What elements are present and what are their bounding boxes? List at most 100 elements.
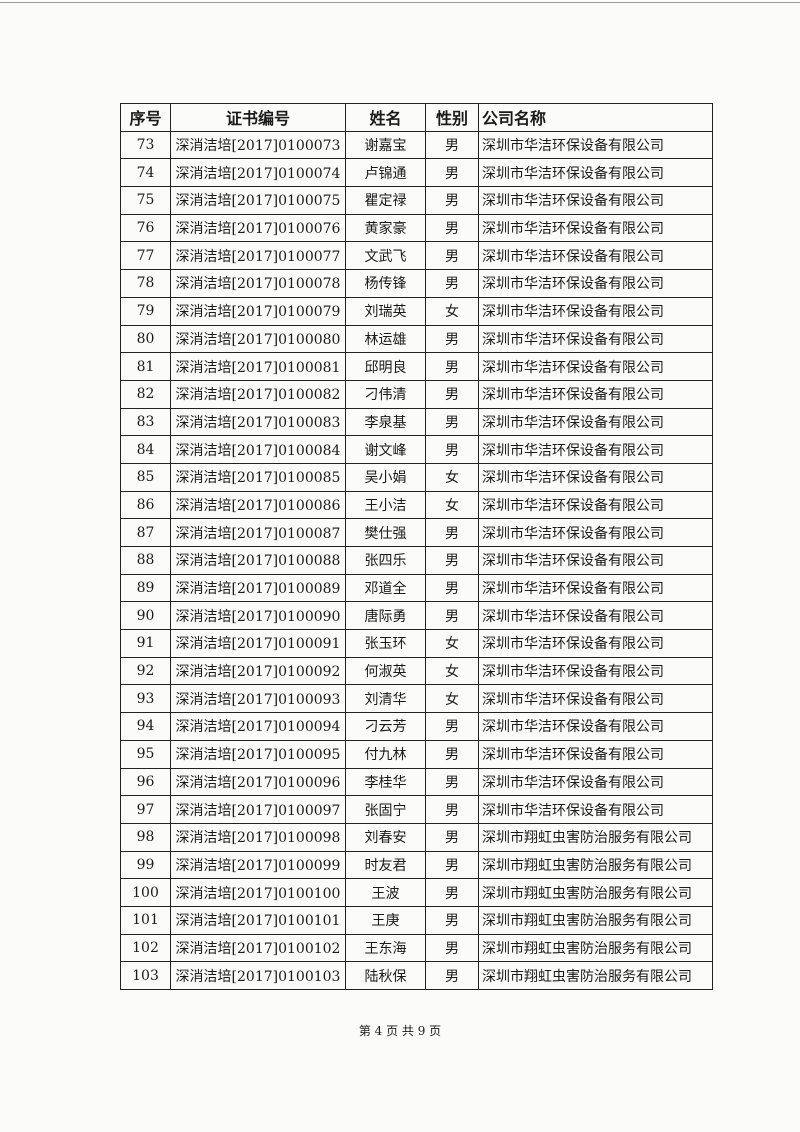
table-row: 87 深消洁培[2017]0100087 樊仕强男深圳市华洁环保设备有限公司: [120, 518, 713, 547]
cell-gender: 男: [425, 795, 479, 824]
cell-company: 深圳市华洁环保设备有限公司: [478, 324, 713, 354]
cell-index: 101: [120, 905, 171, 935]
cell-company: 深圳市华洁环保设备有限公司: [478, 795, 713, 824]
cell-gender: 男: [425, 850, 479, 880]
cell-certificate-number: 深消洁培[2017]0100094: [170, 712, 346, 741]
table-row: 97 深消洁培[2017]0100097 张固宁男深圳市华洁环保设备有限公司: [120, 795, 713, 824]
cell-gender: 男: [425, 379, 479, 409]
scan-edge-line: [0, 2, 800, 3]
cell-certificate-number: 深消洁培[2017]0100079: [170, 296, 346, 326]
cell-company: 深圳市翔虹虫害防治服务有限公司: [478, 878, 713, 907]
cell-index: 89: [120, 573, 171, 603]
cell-name: 张固宁: [345, 795, 426, 824]
cell-company: 深圳市华洁环保设备有限公司: [478, 130, 713, 160]
cell-name: 刘春安: [345, 822, 426, 852]
cell-name: 文武飞: [345, 241, 426, 271]
cell-index: 93: [120, 684, 171, 714]
cell-gender: 男: [425, 601, 479, 631]
cell-index: 79: [120, 296, 171, 326]
cell-company: 深圳市华洁环保设备有限公司: [478, 407, 713, 437]
table-row: 89 深消洁培[2017]0100089 邓道全男深圳市华洁环保设备有限公司: [120, 573, 713, 603]
cell-index: 84: [120, 435, 171, 464]
cell-index: 88: [120, 546, 171, 575]
cell-name: 李泉基: [345, 407, 426, 437]
cell-gender: 男: [425, 269, 479, 298]
cell-index: 96: [120, 767, 171, 797]
cell-gender: 男: [425, 878, 479, 907]
cell-gender: 男: [425, 352, 479, 381]
cell-gender: 男: [425, 739, 479, 769]
cell-company: 深圳市华洁环保设备有限公司: [478, 546, 713, 575]
cell-name: 刁伟清: [345, 379, 426, 409]
cell-index: 95: [120, 739, 171, 769]
cell-company: 深圳市华洁环保设备有限公司: [478, 656, 713, 686]
header-name: 姓名: [345, 103, 426, 132]
cell-index: 86: [120, 490, 171, 520]
cell-name: 谢文峰: [345, 435, 426, 464]
page-number: 第 4 页 共 9 页: [358, 1024, 442, 1038]
table-row: 84 深消洁培[2017]0100084 谢文峰男深圳市华洁环保设备有限公司: [120, 435, 713, 464]
cell-gender: 男: [425, 435, 479, 464]
table-row: 88 深消洁培[2017]0100088 张四乐男深圳市华洁环保设备有限公司: [120, 546, 713, 575]
cell-certificate-number: 深消洁培[2017]0100103: [170, 961, 346, 990]
header-company: 公司名称: [478, 103, 713, 132]
cell-index: 102: [120, 933, 171, 963]
table-row: 73 深消洁培[2017]0100073 谢嘉宝男深圳市华洁环保设备有限公司: [120, 130, 713, 160]
cell-certificate-number: 深消洁培[2017]0100097: [170, 795, 346, 824]
cell-name: 何淑英: [345, 656, 426, 686]
cell-company: 深圳市华洁环保设备有限公司: [478, 462, 713, 492]
cell-name: 陆秋保: [345, 961, 426, 990]
cell-certificate-number: 深消洁培[2017]0100100: [170, 878, 346, 907]
cell-index: 81: [120, 352, 171, 381]
cell-certificate-number: 深消洁培[2017]0100085: [170, 462, 346, 492]
cell-name: 谢嘉宝: [345, 130, 426, 160]
cell-company: 深圳市华洁环保设备有限公司: [478, 158, 713, 188]
table-row: 91 深消洁培[2017]0100091 张玉环女深圳市华洁环保设备有限公司: [120, 629, 713, 658]
cell-company: 深圳市华洁环保设备有限公司: [478, 213, 713, 243]
table-row: 83 深消洁培[2017]0100083 李泉基男深圳市华洁环保设备有限公司: [120, 407, 713, 437]
cell-certificate-number: 深消洁培[2017]0100101: [170, 905, 346, 935]
cell-company: 深圳市华洁环保设备有限公司: [478, 739, 713, 769]
cell-name: 刘清华: [345, 684, 426, 714]
cell-name: 樊仕强: [345, 518, 426, 547]
cell-gender: 男: [425, 573, 479, 603]
cell-name: 瞿定禄: [345, 186, 426, 215]
cell-certificate-number: 深消洁培[2017]0100098: [170, 822, 346, 852]
cell-name: 刘瑞英: [345, 296, 426, 326]
cell-gender: 男: [425, 324, 479, 354]
table-header-row: 序号 证书编号 姓名 性别 公司名称: [120, 103, 713, 132]
cell-name: 王波: [345, 878, 426, 907]
cell-index: 76: [120, 213, 171, 243]
cell-index: 80: [120, 324, 171, 354]
table-row: 101 深消洁培[2017]0100101 王庚男深圳市翔虹虫害防治服务有限公司: [120, 905, 713, 935]
cell-name: 王小洁: [345, 490, 426, 520]
table-row: 81 深消洁培[2017]0100081 邱明良男深圳市华洁环保设备有限公司: [120, 352, 713, 381]
cell-certificate-number: 深消洁培[2017]0100081: [170, 352, 346, 381]
cell-gender: 女: [425, 296, 479, 326]
cell-index: 87: [120, 518, 171, 547]
cell-gender: 男: [425, 158, 479, 188]
cell-name: 王东海: [345, 933, 426, 963]
cell-company: 深圳市华洁环保设备有限公司: [478, 767, 713, 797]
cell-company: 深圳市华洁环保设备有限公司: [478, 518, 713, 547]
certificate-table: 序号 证书编号 姓名 性别 公司名称 73 深消洁培[2017]0100073 谢嘉…: [120, 103, 713, 990]
cell-index: 73: [120, 130, 171, 160]
cell-name: 时友君: [345, 850, 426, 880]
table-row: 85 深消洁培[2017]0100085 吴小娟女深圳市华洁环保设备有限公司: [120, 462, 713, 492]
cell-index: 103: [120, 961, 171, 990]
cell-index: 97: [120, 795, 171, 824]
cell-company: 深圳市华洁环保设备有限公司: [478, 269, 713, 298]
cell-company: 深圳市华洁环保设备有限公司: [478, 629, 713, 658]
table-row: 98 深消洁培[2017]0100098 刘春安男深圳市翔虹虫害防治服务有限公司: [120, 822, 713, 852]
cell-company: 深圳市华洁环保设备有限公司: [478, 573, 713, 603]
cell-index: 78: [120, 269, 171, 298]
cell-index: 91: [120, 629, 171, 658]
cell-name: 唐际勇: [345, 601, 426, 631]
table-row: 79 深消洁培[2017]0100079 刘瑞英女深圳市华洁环保设备有限公司: [120, 296, 713, 326]
cell-index: 77: [120, 241, 171, 271]
cell-gender: 男: [425, 546, 479, 575]
table-row: 102 深消洁培[2017]0100102 王东海男深圳市翔虹虫害防治服务有限公司: [120, 933, 713, 963]
cell-index: 82: [120, 379, 171, 409]
cell-gender: 女: [425, 629, 479, 658]
cell-certificate-number: 深消洁培[2017]0100075: [170, 186, 346, 215]
